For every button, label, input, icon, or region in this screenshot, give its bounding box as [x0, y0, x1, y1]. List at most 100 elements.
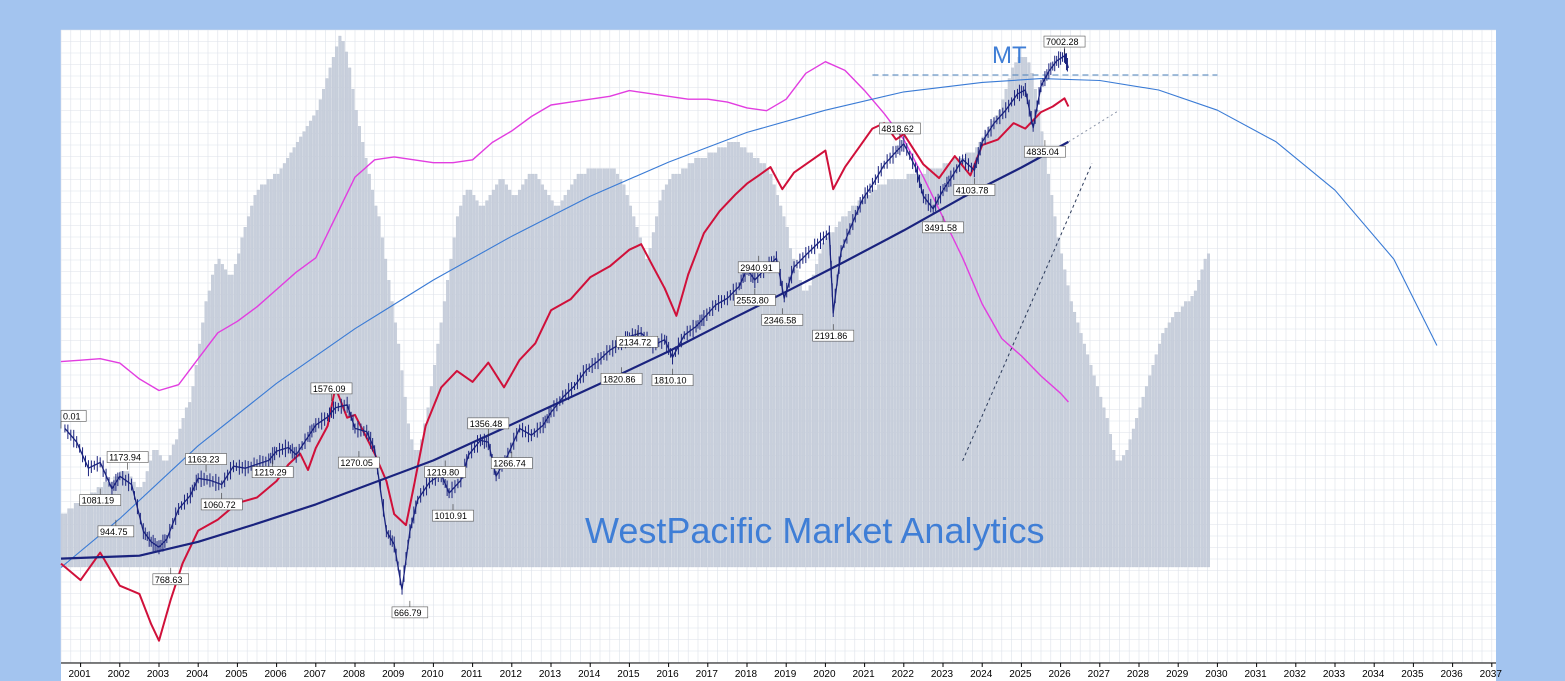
histogram-bar	[390, 301, 394, 568]
histogram-bar	[1125, 450, 1129, 568]
price-label: 1810.10	[654, 376, 687, 386]
histogram-bar	[1122, 455, 1126, 568]
price-label-box	[761, 313, 804, 326]
x-tick-label: 2022	[892, 669, 915, 680]
histogram-bar	[1073, 311, 1077, 568]
price-label: 2940.91	[740, 263, 773, 273]
histogram-bar	[717, 147, 721, 568]
histogram-bar	[753, 157, 757, 568]
price-label-box	[97, 525, 135, 538]
histogram-bar	[978, 142, 982, 568]
histogram-bar	[958, 157, 962, 568]
histogram-bar	[1180, 306, 1184, 568]
price-label: 1060.72	[203, 500, 236, 510]
histogram-bar	[1066, 285, 1070, 568]
histogram-bar	[1128, 439, 1132, 568]
histogram-bar	[1043, 152, 1047, 568]
histogram-bar	[602, 168, 606, 568]
histogram-bar	[1050, 195, 1054, 568]
histogram-bar	[449, 258, 453, 568]
price-label-box	[338, 456, 380, 469]
histogram-bar	[847, 211, 851, 568]
histogram-bar	[1020, 57, 1024, 568]
histogram-bar	[994, 115, 998, 568]
histogram-bar	[550, 200, 554, 568]
histogram-bar	[315, 110, 319, 568]
price-label-box	[812, 329, 855, 342]
histogram-bar	[694, 157, 698, 568]
histogram-bar	[599, 168, 603, 568]
histogram-bar	[886, 179, 890, 568]
histogram-bar	[1148, 375, 1152, 568]
price-label-layer: 0.01 1081.19 1173.94 944.75 768.63 1163.23 106…	[60, 35, 1086, 619]
histogram-bar	[361, 142, 365, 568]
price-label-box	[432, 509, 474, 522]
price-label: 4103.78	[956, 185, 989, 195]
histogram-bar	[1197, 280, 1201, 568]
histogram-bar	[122, 471, 126, 568]
histogram-bar	[1027, 62, 1031, 568]
histogram-bar	[1099, 396, 1103, 568]
histogram-bar	[188, 402, 192, 568]
histogram-bar	[890, 179, 894, 568]
histogram-bar	[681, 168, 685, 568]
histogram-bar	[720, 147, 724, 568]
magenta-oscillator-layer	[60, 61, 1069, 403]
price-label: 1270.05	[340, 458, 373, 468]
histogram-bar	[260, 184, 264, 568]
histogram-bar	[749, 152, 753, 568]
projection-curve-line	[60, 78, 1438, 568]
histogram-bar	[1144, 386, 1148, 568]
histogram-bar	[354, 110, 358, 568]
histogram-bar	[1011, 67, 1015, 568]
histogram-bar	[955, 157, 959, 568]
histogram-bar	[374, 205, 378, 568]
histogram-bar	[387, 280, 391, 568]
histogram-bar	[482, 205, 486, 568]
histogram-bar	[211, 274, 215, 568]
x-tick-label: 2012	[500, 669, 523, 680]
histogram-bar	[877, 184, 881, 568]
histogram-bar	[593, 168, 597, 568]
x-tick-label: 2029	[1166, 669, 1189, 680]
histogram-bar	[335, 46, 339, 568]
x-tick-label: 2010	[421, 669, 444, 680]
histogram-bar	[488, 195, 492, 568]
price-label: 2134.72	[619, 337, 652, 347]
histogram-bar	[838, 221, 841, 568]
histogram-bar	[1004, 88, 1008, 568]
histogram-bar	[162, 460, 166, 568]
histogram-bar	[710, 152, 714, 568]
histogram-bar	[384, 258, 388, 568]
histogram-bar	[537, 179, 541, 568]
price-label-box	[310, 382, 353, 395]
x-tick-label: 2020	[813, 669, 836, 680]
histogram-bar	[988, 126, 992, 568]
histogram-bar	[521, 184, 525, 568]
histogram-bar	[240, 237, 244, 568]
moving-average-layer	[60, 140, 1069, 560]
histogram-bar	[478, 205, 482, 568]
histogram-bar	[1001, 99, 1005, 568]
x-tick-label: 2037	[1480, 669, 1503, 680]
price-label: 1163.23	[187, 455, 219, 465]
histogram-bar	[504, 184, 508, 568]
histogram-bar	[573, 179, 577, 568]
price-label-box	[391, 606, 429, 619]
histogram-bar	[224, 269, 228, 568]
histogram-bar	[851, 205, 855, 568]
histogram-bar	[638, 237, 642, 568]
histogram-bar	[299, 136, 303, 568]
x-axis: 2001 2002 2003 2004 2005 2006 2007 2008 2009 2010…	[61, 662, 1503, 681]
histogram-bar	[723, 147, 727, 568]
histogram-bar	[397, 343, 401, 568]
price-label-box	[185, 453, 227, 465]
histogram-bar	[991, 120, 995, 568]
histogram-bar	[135, 487, 139, 568]
histogram-bar	[700, 157, 704, 568]
price-label-box	[106, 451, 149, 463]
histogram-bar	[90, 492, 94, 568]
price-label-box	[616, 335, 659, 348]
histogram-bar	[305, 126, 309, 568]
histogram-bar	[883, 184, 887, 568]
